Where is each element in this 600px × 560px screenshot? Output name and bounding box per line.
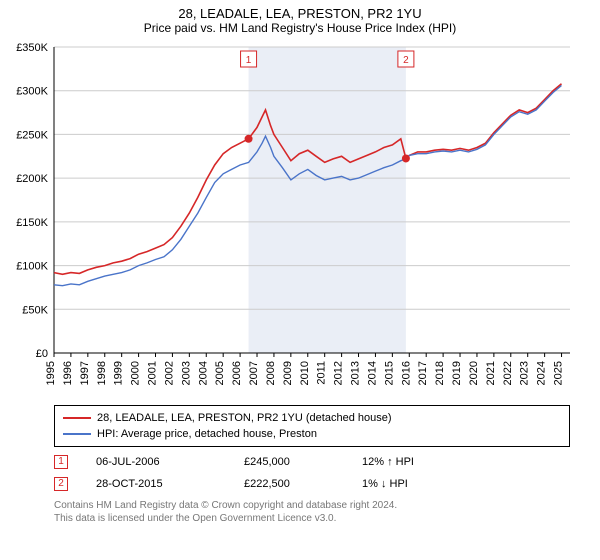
price-chart: £0 £50K £100K £150K £200K £250K £300K £350K 1995… xyxy=(0,39,600,399)
event-price: £245,000 xyxy=(244,456,334,468)
svg-text:2004: 2004 xyxy=(197,361,209,385)
svg-text:2008: 2008 xyxy=(265,361,277,385)
svg-text:£100K: £100K xyxy=(16,261,48,273)
event-marker: 2 xyxy=(54,477,68,491)
svg-text:2000: 2000 xyxy=(130,361,142,385)
svg-text:£350K: £350K xyxy=(16,42,48,54)
svg-text:1: 1 xyxy=(246,55,252,66)
legend: 28, LEADALE, LEA, PRESTON, PR2 1YU (deta… xyxy=(54,405,570,447)
svg-text:2011: 2011 xyxy=(316,361,328,385)
legend-swatch xyxy=(63,433,91,435)
svg-text:1999: 1999 xyxy=(113,361,125,385)
event-change: 12% ↑ HPI xyxy=(362,456,442,468)
event-row: 1 06-JUL-2006 £245,000 12% ↑ HPI xyxy=(54,451,570,473)
license-line: Contains HM Land Registry data © Crown c… xyxy=(54,499,570,512)
svg-text:2016: 2016 xyxy=(400,361,412,385)
svg-text:2009: 2009 xyxy=(282,361,294,385)
svg-text:£150K: £150K xyxy=(16,217,48,229)
legend-item: 28, LEADALE, LEA, PRESTON, PR2 1YU (deta… xyxy=(63,410,561,426)
svg-text:2017: 2017 xyxy=(417,361,429,385)
svg-text:2001: 2001 xyxy=(147,361,159,385)
legend-swatch xyxy=(63,417,91,419)
events-table: 1 06-JUL-2006 £245,000 12% ↑ HPI 2 28-OC… xyxy=(54,451,570,495)
svg-text:1995: 1995 xyxy=(45,361,57,385)
svg-text:2020: 2020 xyxy=(468,361,480,385)
license-line: This data is licensed under the Open Gov… xyxy=(54,512,570,525)
svg-text:2018: 2018 xyxy=(434,361,446,385)
svg-text:2012: 2012 xyxy=(333,361,345,385)
svg-text:2005: 2005 xyxy=(214,361,226,385)
page-title: 28, LEADALE, LEA, PRESTON, PR2 1YU xyxy=(0,0,600,21)
svg-text:1998: 1998 xyxy=(96,361,108,385)
event-price: £222,500 xyxy=(244,478,334,490)
svg-text:£0: £0 xyxy=(36,348,48,360)
svg-text:2021: 2021 xyxy=(485,361,497,385)
svg-text:2007: 2007 xyxy=(248,361,260,385)
svg-text:£300K: £300K xyxy=(16,86,48,98)
svg-text:2013: 2013 xyxy=(350,361,362,385)
svg-text:2: 2 xyxy=(403,55,409,66)
event-row: 2 28-OCT-2015 £222,500 1% ↓ HPI xyxy=(54,473,570,495)
chart-svg: £0 £50K £100K £150K £200K £250K £300K £350K 1995… xyxy=(0,39,600,399)
svg-text:2002: 2002 xyxy=(163,361,175,385)
svg-text:1997: 1997 xyxy=(79,361,91,385)
license-text: Contains HM Land Registry data © Crown c… xyxy=(54,499,570,525)
event-change: 1% ↓ HPI xyxy=(362,478,442,490)
svg-text:2006: 2006 xyxy=(231,361,243,385)
legend-label: 28, LEADALE, LEA, PRESTON, PR2 1YU (deta… xyxy=(97,412,392,424)
svg-text:2024: 2024 xyxy=(536,361,548,385)
legend-item: HPI: Average price, detached house, Pres… xyxy=(63,426,561,442)
event-date: 28-OCT-2015 xyxy=(96,478,216,490)
svg-text:1996: 1996 xyxy=(62,361,74,385)
svg-text:2003: 2003 xyxy=(180,361,192,385)
svg-text:2019: 2019 xyxy=(451,361,463,385)
legend-label: HPI: Average price, detached house, Pres… xyxy=(97,428,317,440)
svg-text:£50K: £50K xyxy=(22,304,48,316)
svg-text:2023: 2023 xyxy=(519,361,531,385)
svg-text:£250K: £250K xyxy=(16,129,48,141)
event-date: 06-JUL-2006 xyxy=(96,456,216,468)
svg-text:2022: 2022 xyxy=(502,361,514,385)
svg-text:2014: 2014 xyxy=(366,361,378,385)
svg-text:2025: 2025 xyxy=(553,361,565,385)
page-subtitle: Price paid vs. HM Land Registry's House … xyxy=(0,21,600,35)
svg-text:2010: 2010 xyxy=(299,361,311,385)
event-marker: 1 xyxy=(54,455,68,469)
svg-text:£200K: £200K xyxy=(16,173,48,185)
svg-text:2015: 2015 xyxy=(383,361,395,385)
